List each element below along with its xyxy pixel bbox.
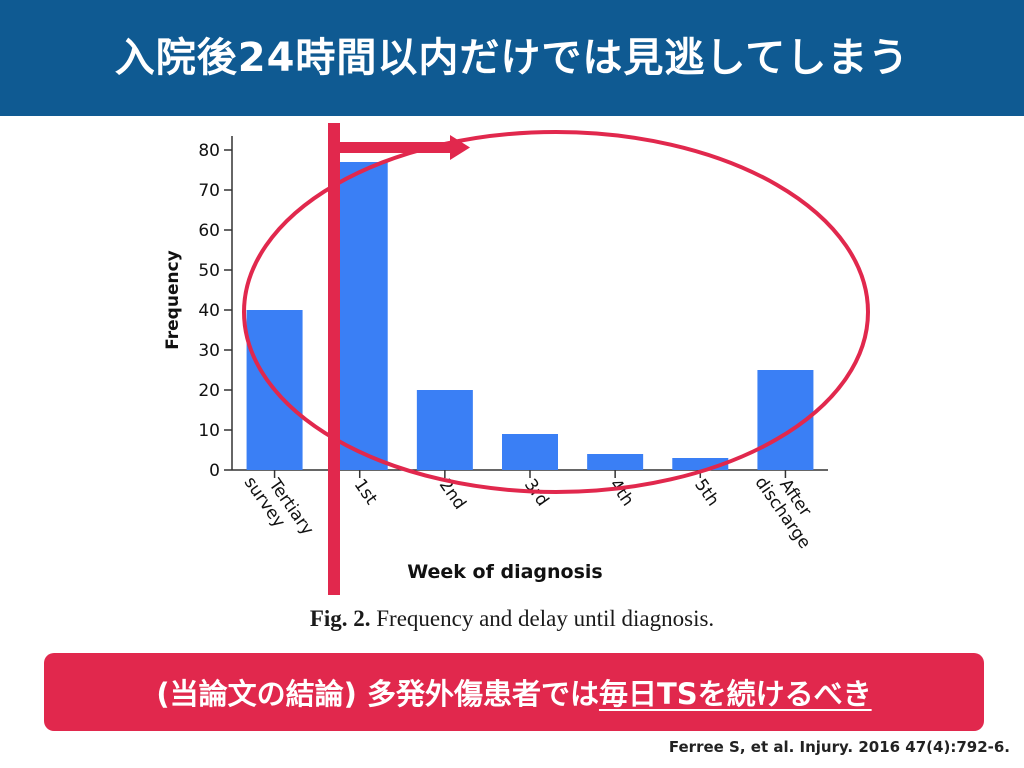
bar [331, 162, 388, 470]
arrow-head [450, 135, 470, 160]
bar [587, 454, 644, 470]
conclusion-emphasis: 毎日TSを続けるべき [598, 677, 872, 711]
conclusion-banner: (当論文の結論) 多発外傷患者では 毎日TSを続けるべき [44, 653, 984, 731]
highlight-ellipse [242, 130, 870, 494]
figure-caption-label: Fig. 2. [309, 606, 371, 631]
figure-caption-text: Frequency and delay until diagnosis. [370, 606, 715, 631]
x-tick-label: Afterdischarge [751, 462, 830, 552]
x-tick-label: 1st [350, 475, 382, 508]
y-tick-label: 60 [198, 221, 220, 241]
bar [416, 390, 473, 470]
y-tick-label: 80 [198, 141, 220, 161]
x-axis-label: Week of diagnosis [407, 561, 602, 583]
bar [502, 434, 558, 470]
x-tick-label: 4th [605, 475, 638, 510]
y-tick-label: 30 [198, 341, 220, 361]
arrow-shaft [334, 142, 454, 153]
header-banner: 入院後24時間以内だけでは見逃してしまう [0, 0, 1024, 116]
y-tick-label: 50 [198, 261, 220, 281]
citation: Ferree S, et al. Injury. 2016 47(4):792-… [668, 738, 1010, 756]
y-tick-label: 20 [198, 381, 220, 401]
slide-title: 入院後24時間以内だけでは見逃してしまう [114, 35, 910, 81]
y-tick-label: 0 [209, 461, 220, 481]
annotation-overlay [242, 123, 870, 595]
cutoff-line [328, 123, 340, 595]
y-tick-label: 70 [198, 181, 220, 201]
x-tick-label: Tertiarysurvey [240, 462, 318, 550]
y-axis-label: Frequency [163, 250, 183, 350]
conclusion-prefix: (当論文の結論) 多発外傷患者では [156, 677, 599, 711]
y-tick-label: 40 [198, 301, 220, 321]
y-tick-label: 10 [198, 421, 220, 441]
x-tick-label: 5th [690, 475, 723, 510]
figure-caption: Fig. 2. Frequency and delay until diagno… [0, 606, 1024, 632]
